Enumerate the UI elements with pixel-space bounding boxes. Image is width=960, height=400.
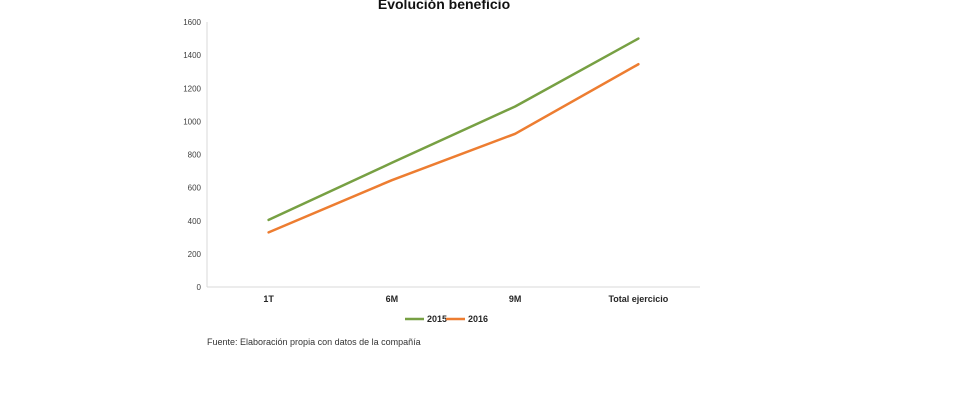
legend: 2015 2016 [405,314,488,324]
series-lines [267,37,640,234]
y-tick-label: 200 [188,250,202,259]
chart-title: Evolución beneficio [378,0,510,12]
source-note: Fuente: Elaboración propia con datos de … [207,337,421,347]
y-tick-label: 1000 [183,117,201,126]
x-category-label: Total ejercicio [608,294,668,304]
x-axis-categories: 1T 6M 9M Total ejercicio [263,294,668,304]
x-category-label: 1T [263,294,274,304]
x-category-label: 9M [509,294,522,304]
series-line-2016 [267,62,640,234]
y-tick-label: 600 [188,184,202,193]
y-tick-label: 800 [188,151,202,160]
y-axis-ticks: 0 200 400 600 800 1000 1200 1400 1600 [183,18,201,292]
legend-label-2016: 2016 [468,314,488,324]
y-tick-label: 1400 [183,51,201,60]
series-line-2015 [267,37,640,222]
y-tick-label: 1200 [183,84,201,93]
x-category-label: 6M [386,294,399,304]
y-tick-label: 1600 [183,18,201,27]
y-tick-label: 0 [197,283,202,292]
y-tick-label: 400 [188,217,202,226]
legend-label-2015: 2015 [427,314,447,324]
